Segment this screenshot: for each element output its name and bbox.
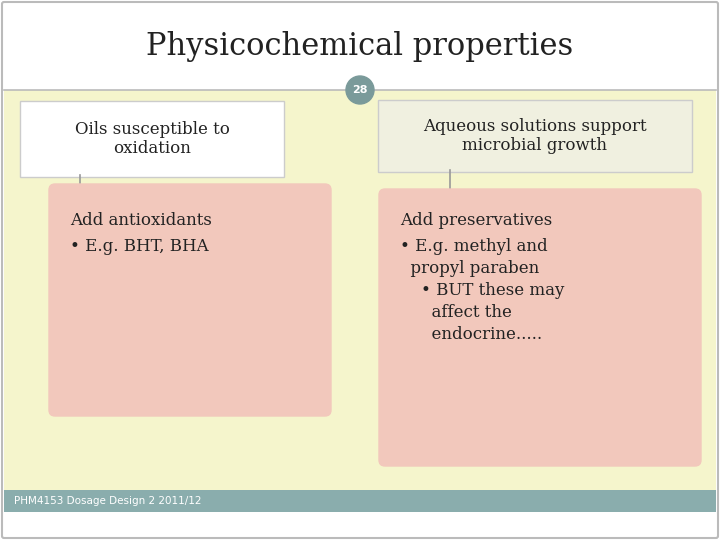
FancyBboxPatch shape — [378, 100, 692, 172]
Text: 28: 28 — [352, 85, 368, 95]
FancyBboxPatch shape — [4, 490, 716, 512]
FancyBboxPatch shape — [49, 184, 331, 416]
Text: Aqueous solutions support
microbial growth: Aqueous solutions support microbial grow… — [423, 118, 647, 154]
Circle shape — [346, 76, 374, 104]
Text: affect the: affect the — [400, 304, 512, 321]
Text: • E.g. methyl and: • E.g. methyl and — [400, 238, 548, 255]
Text: propyl paraben: propyl paraben — [400, 260, 539, 277]
FancyBboxPatch shape — [4, 4, 716, 90]
Text: • E.g. BHT, BHA: • E.g. BHT, BHA — [70, 238, 209, 255]
Text: Oils susceptible to
oxidation: Oils susceptible to oxidation — [75, 121, 230, 157]
Text: endocrine.....: endocrine..... — [400, 326, 542, 343]
FancyBboxPatch shape — [20, 101, 284, 177]
FancyBboxPatch shape — [4, 90, 716, 512]
FancyBboxPatch shape — [379, 189, 701, 466]
Text: Physicochemical properties: Physicochemical properties — [146, 31, 574, 63]
Text: Add preservatives: Add preservatives — [400, 212, 552, 229]
Text: PHM4153 Dosage Design 2 2011/12: PHM4153 Dosage Design 2 2011/12 — [14, 496, 202, 506]
Text: Add antioxidants: Add antioxidants — [70, 212, 212, 229]
Text: • BUT these may: • BUT these may — [400, 282, 564, 299]
